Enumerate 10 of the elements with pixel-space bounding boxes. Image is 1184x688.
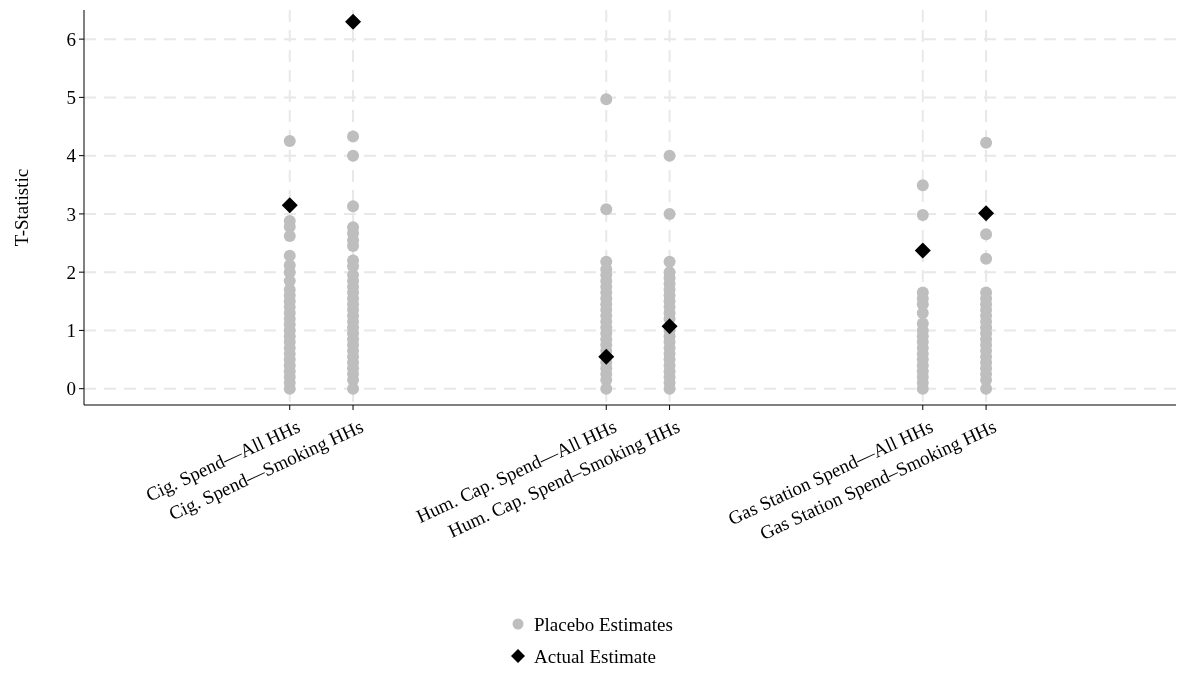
legend-label: Actual Estimate xyxy=(534,645,656,667)
y-tick-label: 1 xyxy=(66,320,76,342)
y-tick-label: 3 xyxy=(66,203,76,225)
y-tick-label: 0 xyxy=(66,378,76,400)
y-tick-label: 5 xyxy=(66,87,76,109)
legend-label: Placebo Estimates xyxy=(534,613,673,635)
y-tick-label: 4 xyxy=(66,145,77,167)
y-tick-label: 6 xyxy=(66,28,76,50)
y-axis-title: T-Statistic xyxy=(11,168,32,247)
y-tick-label: 2 xyxy=(66,261,76,283)
